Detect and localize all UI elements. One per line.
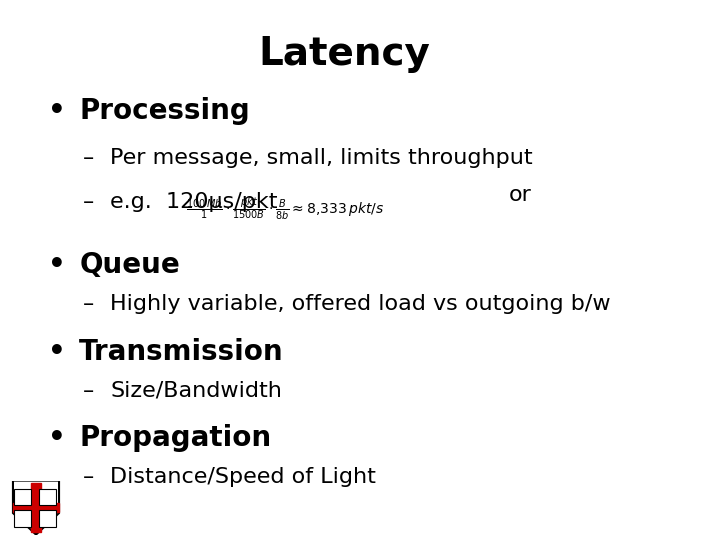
Text: Highly variable, offered load vs outgoing b/w: Highly variable, offered load vs outgoin…: [110, 294, 611, 314]
Text: Transmission: Transmission: [79, 338, 284, 366]
Text: –: –: [83, 294, 101, 314]
Text: Processing: Processing: [79, 97, 250, 125]
Text: Per message, small, limits throughput: Per message, small, limits throughput: [110, 148, 533, 168]
Bar: [39, 510, 56, 526]
Text: $\frac{100\,Mb}{1}\cdot\frac{pkt}{1500B}\cdot\frac{B}{8b}\approx 8{,}333\,pkt/s$: $\frac{100\,Mb}{1}\cdot\frac{pkt}{1500B}…: [186, 195, 384, 222]
Text: Size/Bandwidth: Size/Bandwidth: [110, 381, 282, 401]
Text: e.g.  120μs/pkt: e.g. 120μs/pkt: [110, 192, 278, 212]
Bar: [32, 483, 40, 532]
Text: –: –: [83, 381, 101, 401]
Text: Propagation: Propagation: [79, 424, 271, 452]
Bar: [14, 510, 32, 526]
Text: •: •: [48, 424, 76, 452]
Text: Distance/Speed of Light: Distance/Speed of Light: [110, 467, 376, 487]
Polygon shape: [13, 481, 59, 535]
Wedge shape: [22, 464, 50, 478]
Bar: [39, 489, 56, 505]
Text: –: –: [83, 192, 101, 212]
Text: –: –: [83, 148, 101, 168]
Text: •: •: [48, 251, 76, 279]
Bar: [13, 503, 59, 512]
Text: •: •: [48, 338, 76, 366]
Text: or: or: [509, 185, 532, 205]
Bar: [14, 489, 32, 505]
Text: Queue: Queue: [79, 251, 180, 279]
Text: Latency: Latency: [258, 35, 430, 73]
Text: –: –: [83, 467, 101, 487]
Text: •: •: [48, 97, 76, 125]
